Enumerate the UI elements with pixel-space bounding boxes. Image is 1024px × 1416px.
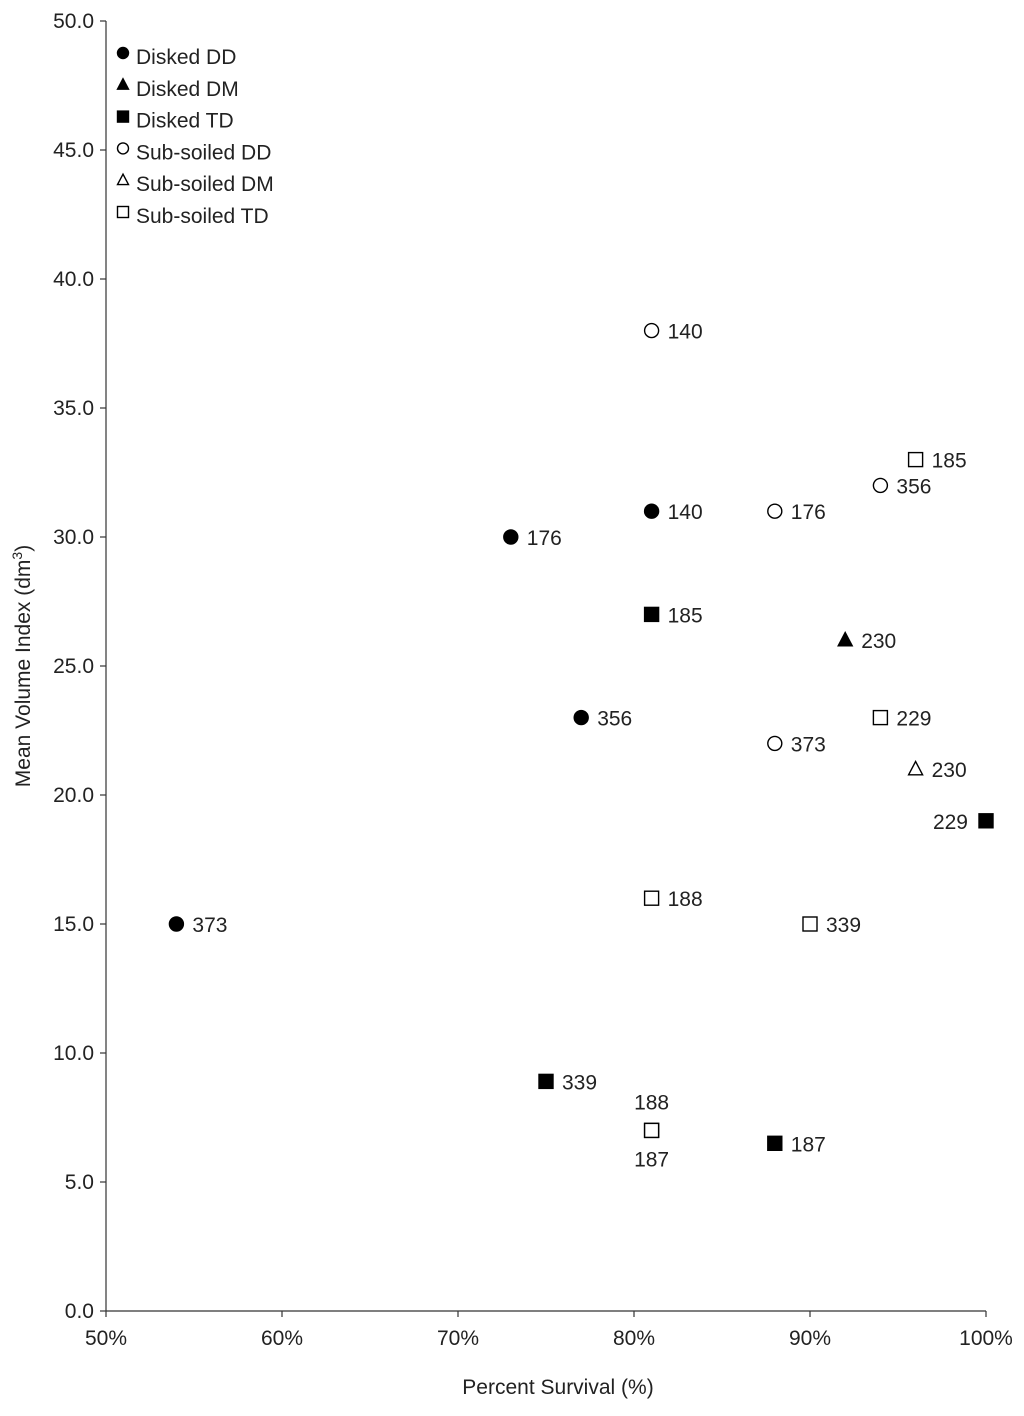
sub-soiled-td-point-label: 339 bbox=[826, 914, 861, 937]
y-axis-title-close: ) bbox=[12, 545, 35, 552]
data-points bbox=[168, 322, 994, 1152]
disked-td-point-label: 185 bbox=[668, 604, 703, 627]
y-tick-label: 35.0 bbox=[53, 397, 94, 420]
y-axis-title: Mean Volume Index (dm3) bbox=[9, 545, 35, 787]
legend-sub-soiled-dm-marker bbox=[116, 172, 130, 186]
sub-soiled-dd-point-label: 373 bbox=[791, 733, 826, 756]
x-tick-label: 90% bbox=[789, 1327, 831, 1350]
y-tick-label: 20.0 bbox=[53, 784, 94, 807]
disked-td-point bbox=[538, 1073, 554, 1090]
y-axis-title-main: Mean Volume Index (dm bbox=[12, 560, 35, 788]
disked-dd-point-label: 373 bbox=[192, 914, 227, 937]
sub-soiled-dm-point-label: 230 bbox=[932, 759, 967, 782]
y-tick-label: 40.0 bbox=[53, 268, 94, 291]
ticks: 0.0 5.0 10.0 15.0 20.0 25.0 30.0 35.0 40.0 45.0 50… bbox=[53, 10, 1013, 1350]
legend-disked-dd-marker bbox=[116, 46, 130, 60]
disked-td-point bbox=[978, 813, 994, 829]
legend-sub-soiled-dd-label: Sub-soiled DD bbox=[136, 141, 271, 164]
sub-soiled-dd-point bbox=[767, 735, 783, 752]
disked-dd-point-label: 356 bbox=[597, 708, 632, 731]
legend-disked-td-marker bbox=[116, 110, 130, 123]
disked-dd-point-label: 140 bbox=[668, 501, 703, 524]
disked-td-point-label: 187 bbox=[791, 1133, 826, 1156]
disked-dd-point bbox=[168, 916, 185, 932]
disked-td-point-label: 339 bbox=[562, 1071, 597, 1094]
sub-soiled-td-point bbox=[907, 451, 924, 468]
y-tick-label: 25.0 bbox=[53, 655, 94, 678]
legend-disked-dm-label: Disked DM bbox=[136, 78, 239, 101]
data-labels: 373 176 356 140 230 339 185 187 187 229 140 176 356 3… bbox=[192, 321, 968, 1172]
legend-sub-soiled-td-marker bbox=[116, 205, 130, 219]
sub-soiled-td-point-label: 229 bbox=[896, 708, 931, 731]
y-tick-label: 15.0 bbox=[53, 913, 94, 936]
sub-soiled-td-point bbox=[643, 1122, 660, 1139]
disked-dm-point-label: 230 bbox=[861, 630, 896, 653]
legend-disked-dd-label: Disked DD bbox=[136, 46, 236, 69]
sub-soiled-td-point-label: 188 bbox=[634, 1091, 669, 1114]
legend: Disked DD Disked DM Disked TD Sub-soiled DD… bbox=[116, 46, 274, 228]
disked-td-point bbox=[767, 1135, 783, 1152]
sub-soiled-dm-point bbox=[907, 759, 924, 776]
disked-td-point-label: 229 bbox=[933, 811, 968, 834]
sub-soiled-td-point-label: 185 bbox=[932, 450, 967, 473]
x-tick-label: 60% bbox=[261, 1327, 303, 1350]
sub-soiled-dd-point bbox=[767, 503, 783, 519]
disked-dd-point bbox=[643, 503, 660, 519]
x-tick-label: 70% bbox=[437, 1327, 479, 1350]
sub-soiled-dd-point bbox=[872, 477, 889, 494]
sub-soiled-dd-point bbox=[643, 322, 660, 339]
disked-dm-point bbox=[837, 630, 854, 647]
legend-sub-soiled-dd-marker bbox=[116, 142, 130, 155]
disked-td-point bbox=[643, 606, 660, 623]
y-tick-label: 5.0 bbox=[65, 1171, 94, 1194]
y-tick-label: 0.0 bbox=[65, 1300, 94, 1323]
disked-td-point-label: 187 bbox=[634, 1148, 669, 1171]
legend-sub-soiled-dm-label: Sub-soiled DM bbox=[136, 173, 274, 196]
y-tick-label: 10.0 bbox=[53, 1042, 94, 1065]
sub-soiled-td-point bbox=[872, 709, 889, 726]
x-tick-label: 50% bbox=[85, 1327, 127, 1350]
legend-sub-soiled-td-label: Sub-soiled TD bbox=[136, 205, 269, 228]
legend-disked-dm-marker bbox=[116, 77, 130, 90]
x-tick-label: 80% bbox=[613, 1327, 655, 1350]
x-axis-title: Percent Survival (%) bbox=[462, 1376, 653, 1399]
legend-disked-td-label: Disked TD bbox=[136, 110, 234, 133]
sub-soiled-td-point bbox=[802, 916, 818, 932]
disked-dd-point bbox=[503, 529, 519, 545]
y-tick-label: 45.0 bbox=[53, 139, 94, 162]
sub-soiled-dd-point-label: 140 bbox=[668, 321, 703, 344]
disked-dd-point bbox=[573, 709, 589, 726]
y-tick-label: 50.0 bbox=[53, 10, 94, 33]
sub-soiled-td-point-label: 188 bbox=[668, 888, 703, 911]
y-tick-label: 30.0 bbox=[53, 526, 94, 549]
disked-dd-point-label: 176 bbox=[527, 527, 562, 550]
sub-soiled-td-point bbox=[643, 890, 660, 906]
x-tick-label: 100% bbox=[959, 1327, 1013, 1350]
sub-soiled-dd-point-label: 356 bbox=[896, 475, 931, 498]
sub-soiled-dd-point-label: 176 bbox=[791, 501, 826, 524]
y-axis-title-sup: 3 bbox=[9, 552, 25, 560]
